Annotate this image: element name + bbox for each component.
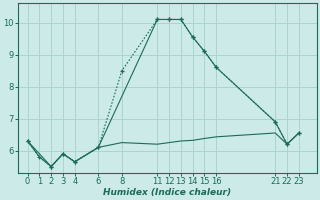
X-axis label: Humidex (Indice chaleur): Humidex (Indice chaleur) (103, 188, 231, 197)
